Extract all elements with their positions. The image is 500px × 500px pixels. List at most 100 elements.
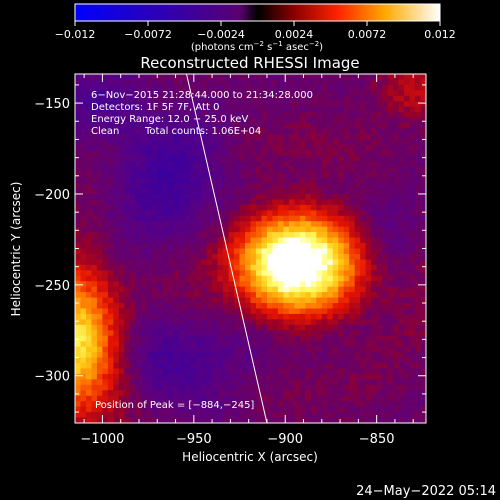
heatmap-cell	[398, 166, 405, 173]
heatmap-cell	[420, 363, 426, 369]
heatmap-cell	[343, 172, 350, 179]
heatmap-cell	[365, 139, 372, 146]
heatmap-cell	[151, 253, 158, 260]
heatmap-cell	[255, 335, 262, 342]
heatmap-cell	[354, 313, 361, 320]
heatmap-cell	[404, 193, 410, 200]
heatmap-cell	[376, 346, 383, 353]
heatmap-cell	[135, 352, 142, 358]
heatmap-cell	[283, 270, 290, 277]
heatmap-cell	[250, 90, 257, 97]
heatmap-cell	[179, 346, 186, 353]
heatmap-cell	[157, 379, 164, 386]
heatmap-cell	[212, 352, 218, 358]
heatmap-cell	[195, 417, 202, 423]
heatmap-cell	[371, 412, 378, 418]
heatmap-cell	[85, 226, 92, 233]
heatmap-cell	[250, 172, 257, 179]
heatmap-cell	[162, 368, 169, 375]
heatmap-cell	[277, 363, 284, 369]
heatmap-cell	[371, 275, 378, 282]
heatmap-cell	[168, 363, 175, 369]
heatmap-cell	[415, 226, 421, 233]
heatmap-cell	[140, 210, 147, 217]
heatmap-cell	[75, 308, 81, 315]
heatmap-cell	[96, 215, 103, 222]
heatmap-cell	[365, 177, 372, 184]
heatmap-cell	[201, 248, 208, 255]
heatmap-cell	[387, 90, 394, 97]
heatmap-cell	[294, 237, 301, 244]
heatmap-cell	[113, 204, 120, 211]
heatmap-cell	[118, 303, 125, 309]
heatmap-cell	[272, 117, 279, 124]
heatmap-cell	[146, 270, 153, 277]
heatmap-cell	[404, 133, 410, 140]
heatmap-cell	[151, 221, 158, 228]
heatmap-cell	[266, 106, 273, 113]
heatmap-cell	[310, 363, 317, 369]
heatmap-cell	[409, 281, 416, 288]
heatmap-cell	[272, 74, 279, 80]
heatmap-cell	[360, 210, 367, 217]
heatmap-cell	[179, 308, 186, 315]
heatmap-cell	[195, 363, 202, 369]
heatmap-cell	[261, 155, 268, 162]
heatmap-cell	[305, 275, 312, 282]
heatmap-cell	[294, 101, 301, 108]
heatmap-cell	[354, 237, 361, 244]
heatmap-cell	[245, 166, 251, 173]
heatmap-cell	[404, 330, 410, 337]
heatmap-cell	[349, 84, 356, 91]
heatmap-cell	[223, 193, 229, 200]
heatmap-cell	[146, 406, 153, 413]
heatmap-cell	[184, 390, 191, 397]
heatmap-cell	[190, 303, 197, 309]
heatmap-cell	[140, 324, 147, 331]
heatmap-cell	[190, 188, 197, 195]
heatmap-cell	[162, 150, 169, 157]
heatmap-cell	[343, 183, 350, 189]
heatmap-cell	[201, 84, 208, 91]
heatmap-cell	[245, 84, 251, 91]
heatmap-cell	[179, 106, 186, 113]
heatmap-cell	[288, 139, 295, 146]
heatmap-cell	[124, 297, 131, 304]
heatmap-cell	[349, 379, 356, 386]
heatmap-cell	[75, 84, 81, 91]
heatmap-cell	[206, 133, 213, 140]
heatmap-cell	[360, 384, 367, 391]
heatmap-cell	[179, 373, 186, 380]
heatmap-cell	[96, 264, 103, 271]
heatmap-cell	[245, 401, 251, 408]
heatmap-cell	[75, 150, 81, 157]
heatmap-cell	[316, 390, 323, 397]
heatmap-cell	[245, 379, 251, 386]
heatmap-cell	[179, 324, 186, 331]
heatmap-cell	[250, 406, 257, 413]
heatmap-cell	[151, 215, 158, 222]
heatmap-cell	[91, 253, 98, 260]
heatmap-cell	[349, 373, 356, 380]
heatmap-cell	[234, 324, 240, 331]
heatmap-cell	[173, 264, 180, 271]
heatmap-cell	[184, 352, 191, 358]
heatmap-cell	[190, 199, 197, 206]
heatmap-cell	[382, 106, 389, 113]
heatmap-cell	[387, 286, 394, 293]
heatmap-cell	[102, 237, 109, 244]
heatmap-cell	[173, 363, 180, 369]
heatmap-cell	[195, 79, 202, 86]
heatmap-cell	[250, 357, 257, 364]
heatmap-cell	[228, 395, 235, 402]
heatmap-cell	[228, 384, 235, 391]
heatmap-cell	[376, 95, 383, 102]
heatmap-cell	[91, 281, 98, 288]
heatmap-cell	[332, 335, 339, 342]
heatmap-cell	[228, 188, 235, 195]
heatmap-cell	[316, 84, 323, 91]
heatmap-cell	[245, 341, 251, 348]
heatmap-cell	[239, 123, 246, 129]
heatmap-cell	[321, 139, 328, 146]
heatmap-cell	[102, 303, 109, 309]
